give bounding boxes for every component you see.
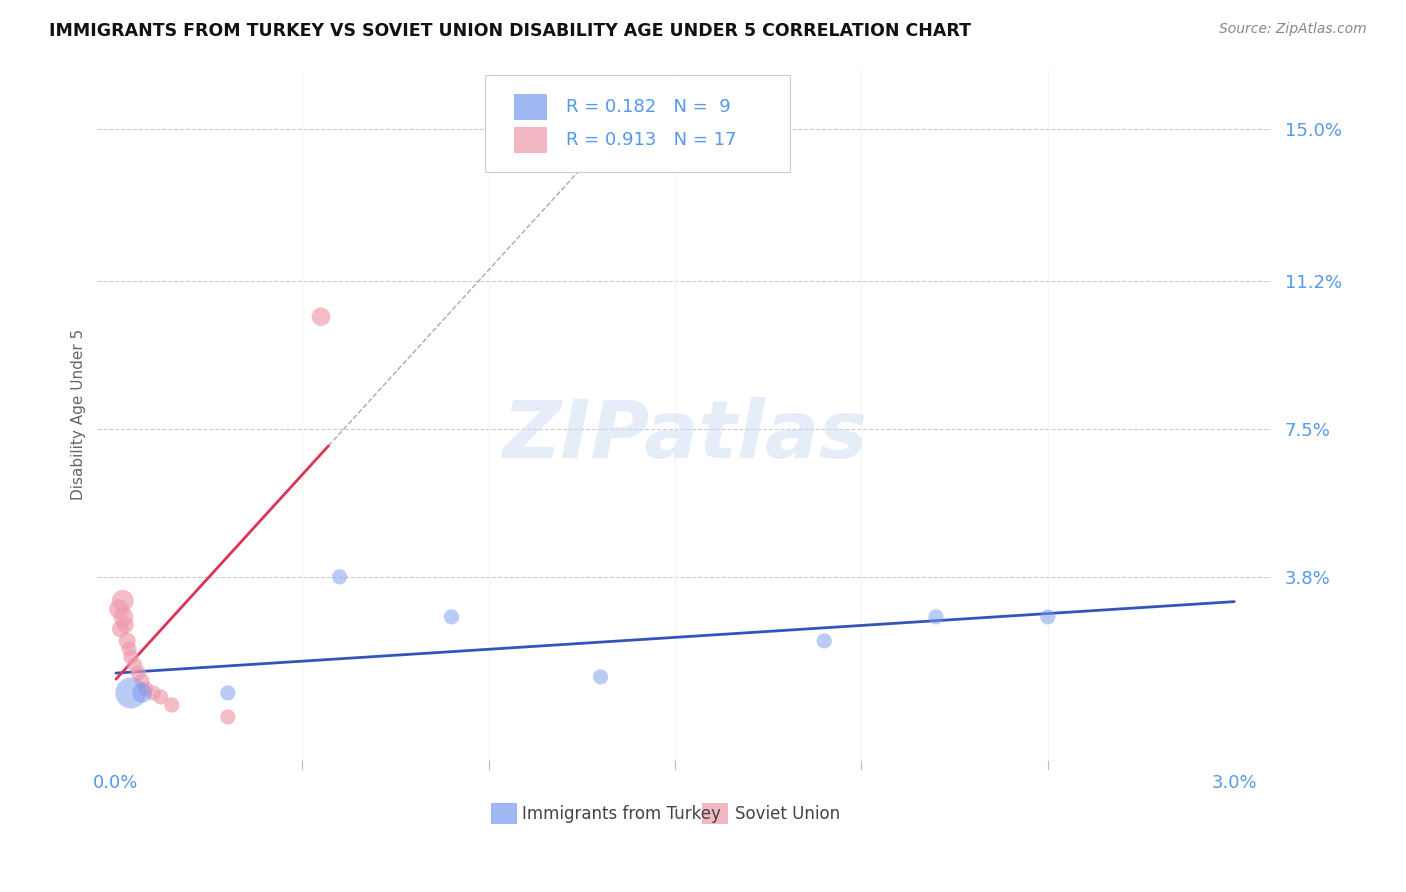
Point [309, 310, 332, 324]
FancyBboxPatch shape [702, 803, 728, 824]
Y-axis label: Disability Age Under 5: Disability Age Under 5 [72, 329, 86, 500]
FancyBboxPatch shape [515, 127, 547, 153]
Point [135, 681, 157, 696]
Point [108, 602, 131, 616]
Point [111, 594, 134, 608]
Point [217, 686, 239, 700]
Text: ZIPatlas: ZIPatlas [502, 397, 868, 475]
Point [112, 610, 135, 624]
Text: Source: ZipAtlas.com: Source: ZipAtlas.com [1219, 22, 1367, 37]
Point [110, 622, 132, 636]
FancyBboxPatch shape [515, 95, 547, 120]
Point [589, 670, 612, 684]
Text: Immigrants from Turkey: Immigrants from Turkey [523, 805, 721, 822]
Point [329, 570, 352, 584]
Point [131, 686, 153, 700]
Point [160, 698, 183, 712]
Text: R = 0.182   N =  9: R = 0.182 N = 9 [565, 98, 731, 116]
Text: R = 0.913   N = 17: R = 0.913 N = 17 [565, 131, 737, 149]
FancyBboxPatch shape [485, 76, 790, 172]
Point [131, 673, 153, 688]
Point [120, 686, 142, 700]
Point [118, 641, 141, 656]
Point [124, 657, 146, 672]
Point [440, 610, 463, 624]
Point [127, 665, 149, 680]
Point [149, 690, 172, 704]
Point [925, 610, 948, 624]
Point [813, 633, 835, 648]
Text: Soviet Union: Soviet Union [735, 805, 839, 822]
Point [115, 633, 138, 648]
Point [120, 649, 142, 664]
Point [217, 710, 239, 724]
Point [1036, 610, 1059, 624]
Text: IMMIGRANTS FROM TURKEY VS SOVIET UNION DISABILITY AGE UNDER 5 CORRELATION CHART: IMMIGRANTS FROM TURKEY VS SOVIET UNION D… [49, 22, 972, 40]
Point [114, 618, 136, 632]
Point [142, 686, 165, 700]
FancyBboxPatch shape [491, 803, 516, 824]
